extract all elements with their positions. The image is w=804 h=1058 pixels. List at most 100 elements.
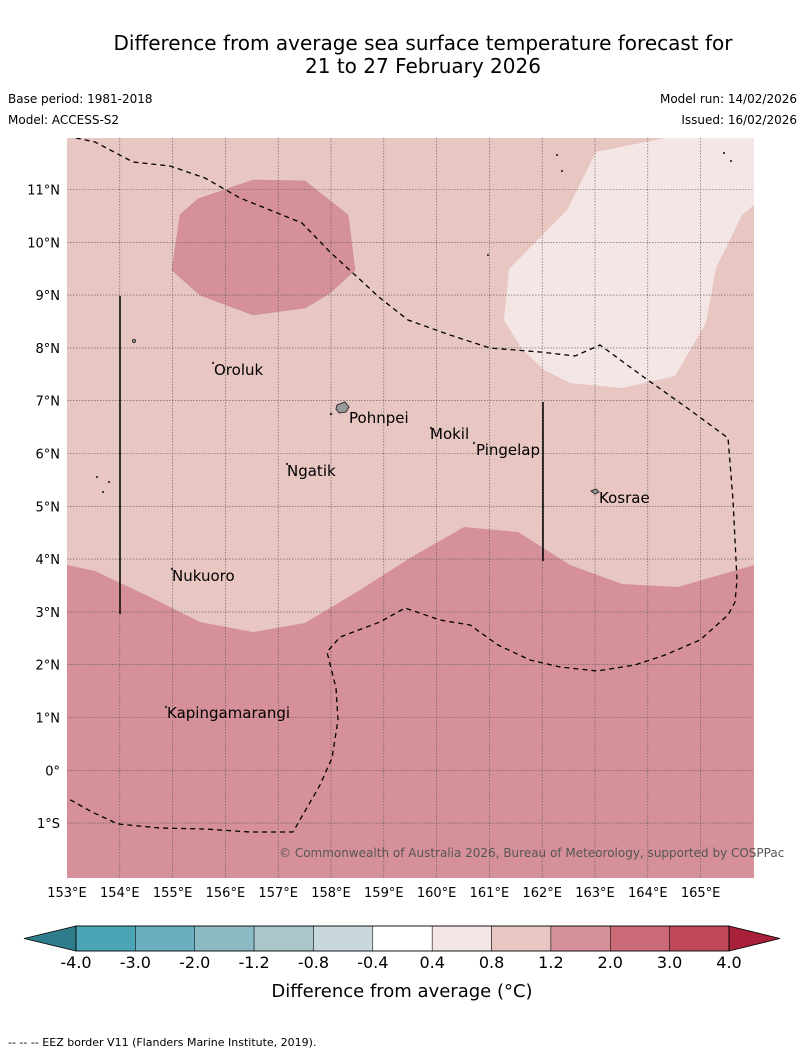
eez-border — [67, 138, 738, 833]
kapingamarangi-island — [164, 705, 168, 709]
colorbar-segment — [194, 925, 255, 952]
colorbar-segment — [491, 925, 552, 952]
kosrae-island — [589, 488, 600, 495]
longitude-label: 160°E — [417, 886, 457, 901]
island-dot — [560, 169, 564, 173]
title-line-2: 21 to 27 February 2026 — [305, 54, 541, 78]
anomaly-0.4-0.8-area — [504, 138, 754, 388]
longitude-label: 165°E — [681, 886, 721, 901]
pohnpei-island — [335, 401, 350, 414]
colorbar-tick-label: 0.4 — [419, 953, 444, 972]
colorbar-title: Difference from average (°C) — [271, 981, 532, 1002]
colorbar-tick-label: 0.8 — [479, 953, 504, 972]
islands — [95, 151, 733, 709]
longitude-label: 156°E — [206, 886, 246, 901]
colorbar-tick-label: -2.0 — [179, 953, 210, 972]
label-pingelap: Pingelap — [476, 441, 540, 459]
mokil-island — [429, 426, 433, 430]
latitude-label: 7°N — [36, 395, 61, 410]
map-title: Difference from average sea surface temp… — [0, 32, 804, 78]
colorbar-tick-label: 3.0 — [657, 953, 682, 972]
latitude-label: 1°N — [36, 712, 61, 727]
latitude-labels: 11°N 10°N 9°N 8°N 7°N 6°N 5°N 4°N 3°N 2°N 1°N 0° 1°S — [27, 184, 60, 833]
title-line-1: Difference from average sea surface temp… — [113, 31, 733, 55]
longitude-label: 164°E — [628, 886, 668, 901]
island-dot — [722, 151, 726, 155]
nukuoro-island — [170, 567, 174, 571]
colorbar-segment — [372, 925, 433, 952]
label-kosrae: Kosrae — [599, 489, 650, 507]
island-dot — [107, 480, 111, 484]
island-dot — [729, 159, 733, 163]
model-name: Model: ACCESS-S2 — [8, 113, 120, 127]
longitude-label: 158°E — [311, 886, 351, 901]
colorbar-tick-label: -0.4 — [357, 953, 388, 972]
colorbar-segment — [610, 925, 670, 952]
colorbar-segment — [550, 925, 611, 952]
colorbar-tick-label: -0.8 — [298, 953, 329, 972]
eez-legend: -- -- -- EEZ border V11 (Flanders Marine… — [8, 1036, 317, 1049]
colorbar-tick-label: 1.2 — [538, 953, 563, 972]
latitude-label: 1°S — [37, 817, 60, 832]
island-dot — [329, 412, 333, 416]
latitude-label: 4°N — [36, 553, 61, 568]
colorbar-tick-label: -3.0 — [120, 953, 151, 972]
colorbar: -4.0 -3.0 -2.0 -1.2 -0.8 -0.4 0.4 0.8 1.2 2.0 3.0 4… — [23, 925, 781, 972]
map-figure: Oroluk Pohnpei Mokil Pingelap Ngatik Kos… — [23, 138, 784, 1002]
label-kapingamarangi: Kapingamarangi — [167, 704, 290, 722]
oroluk-island — [211, 361, 215, 365]
colorbar-segment — [253, 925, 314, 952]
longitude-labels: 153°E 154°E 155°E 156°E 157°E 158°E 159°E 160°E… — [47, 886, 720, 901]
base-period: Base period: 1981-2018 — [8, 92, 153, 106]
issued-date: Issued: 16/02/2026 — [681, 113, 797, 127]
colorbar-segment — [431, 925, 492, 952]
longitude-label: 159°E — [364, 886, 404, 901]
colorbar-tick-label: -4.0 — [60, 953, 91, 972]
anomaly-1.2-2.0-south-area — [67, 527, 754, 878]
colorbar-tick-label: 4.0 — [716, 953, 741, 972]
colorbar-arrow-low — [23, 925, 77, 952]
latitude-label: 10°N — [27, 236, 60, 251]
longitude-label: 155°E — [153, 886, 193, 901]
island-dot — [101, 490, 105, 494]
longitude-label: 163°E — [575, 886, 615, 901]
model-run: Model run: 14/02/2026 — [659, 92, 797, 106]
graticule — [67, 138, 754, 878]
colorbar-segment — [135, 925, 195, 952]
copyright-credit: © Commonwealth of Australia 2026, Bureau… — [279, 846, 784, 860]
colorbar-segment — [313, 925, 374, 952]
boundary-lines — [119, 296, 544, 614]
sst-anomaly-field — [67, 138, 754, 878]
colorbar-segment — [669, 925, 730, 952]
label-nukuoro: Nukuoro — [172, 567, 235, 585]
label-mokil: Mokil — [430, 425, 469, 443]
label-pohnpei: Pohnpei — [349, 409, 409, 427]
island-dot — [486, 253, 490, 257]
label-oroluk: Oroluk — [214, 361, 263, 379]
contour-line-north — [171, 179, 356, 316]
longitude-label: 153°E — [47, 886, 87, 901]
colorbar-frame — [75, 925, 730, 952]
anomaly-1.2-2.0-north-area — [172, 180, 355, 315]
latitude-label: 3°N — [36, 606, 61, 621]
ngatik-island — [285, 462, 289, 466]
colorbar-tick-label: -1.2 — [238, 953, 269, 972]
place-labels: Oroluk Pohnpei Mokil Pingelap Ngatik Kos… — [167, 361, 650, 722]
island-dot — [131, 338, 137, 344]
colorbar-segment — [75, 925, 136, 952]
latitude-label: 6°N — [36, 448, 61, 463]
colorbar-arrow-high — [728, 925, 781, 952]
island-dot — [555, 153, 559, 157]
latitude-label: 0° — [45, 764, 60, 779]
longitude-label: 154°E — [100, 886, 140, 901]
latitude-label: 9°N — [36, 289, 61, 304]
colorbar-tick-label: 2.0 — [598, 953, 623, 972]
latitude-label: 8°N — [36, 342, 61, 357]
longitude-label: 157°E — [258, 886, 298, 901]
longitude-label: 161°E — [470, 886, 510, 901]
eez-border-line — [67, 138, 738, 833]
island-dot — [95, 475, 99, 479]
latitude-label: 2°N — [36, 659, 61, 674]
label-ngatik: Ngatik — [287, 462, 336, 480]
latitude-label: 11°N — [27, 184, 60, 199]
